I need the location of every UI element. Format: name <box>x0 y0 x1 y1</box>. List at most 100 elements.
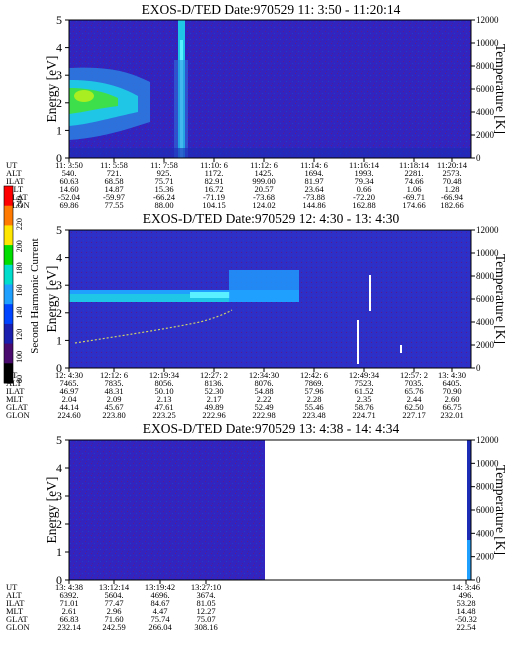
panel-3-y-axis: 0 1 2 3 4 5 <box>56 433 69 587</box>
table-cell: 224.71 <box>352 410 375 420</box>
table-cell: 7523. <box>354 378 373 388</box>
y-tick-label: 3 <box>56 278 62 292</box>
y-tick-label: 3 <box>56 68 62 82</box>
panel-3-ylabel: Energy [eV] <box>44 477 59 544</box>
y2-tick-label: 12000 <box>476 225 499 235</box>
table-cell: 22.54 <box>456 622 476 632</box>
panel-1-ylabel: Energy [eV] <box>44 56 59 123</box>
panel-2: EXOS-D/TED Date:970529 12: 4:30 - 13: 4:… <box>6 211 505 420</box>
y2-tick-label: 6000 <box>476 84 495 94</box>
colorbar-segment <box>4 363 13 384</box>
panel-2-y-axis: 0 1 2 3 4 5 <box>56 223 69 375</box>
table-cell: 2573. <box>442 168 461 178</box>
y2-tick-label: 12000 <box>476 15 499 25</box>
table-cell: 2.09 <box>107 394 122 404</box>
row-label-ilat: ILAT <box>6 598 25 608</box>
table-cell: 77.55 <box>104 200 123 210</box>
table-cell: 12:12: 6 <box>100 370 128 380</box>
y-tick-label: 3 <box>56 489 62 503</box>
colorbar-tick-label: 200 <box>15 240 24 252</box>
table-cell: 223.25 <box>152 410 175 420</box>
colorbar-tick-label: 180 <box>15 262 24 274</box>
table-cell: 71.60 <box>104 614 123 624</box>
table-cell: 49.89 <box>204 402 223 412</box>
colorbar-label: Second Harmonic Current <box>29 238 41 353</box>
table-cell: 71.01 <box>59 598 78 608</box>
row-label-mlt: MLT <box>6 606 24 616</box>
table-cell: 13:19:42 <box>145 582 175 592</box>
table-cell: 75.74 <box>150 614 170 624</box>
table-cell: 12:42: 6 <box>300 370 328 380</box>
table-cell: 13:12:14 <box>99 582 130 592</box>
table-cell: 45.67 <box>104 402 123 412</box>
panel-3: EXOS-D/TED Date:970529 13: 4:38 - 14: 4:… <box>6 421 505 632</box>
panel-3-last-strip <box>467 440 471 580</box>
y2-tick-label: 8000 <box>476 271 495 281</box>
table-cell: 266.04 <box>148 622 172 632</box>
table-cell: 74.66 <box>404 176 423 186</box>
table-cell: 496. <box>459 590 474 600</box>
table-cell: 79.34 <box>354 176 374 186</box>
table-cell: 53.28 <box>456 598 475 608</box>
table-cell: 75.71 <box>154 176 173 186</box>
y-tick-label: 5 <box>56 433 62 447</box>
panel-1-features <box>69 20 471 158</box>
y-tick-label: 4 <box>56 251 62 265</box>
table-cell: 16.72 <box>204 184 223 194</box>
table-cell: 1.06 <box>407 184 422 194</box>
panel-3-data-gap <box>265 440 467 580</box>
y2-tick-label: 8000 <box>476 482 495 492</box>
table-cell: 2.04 <box>62 394 78 404</box>
table-cell: 68.58 <box>104 176 123 186</box>
table-cell: 14.48 <box>456 606 475 616</box>
table-cell: 7835. <box>104 378 123 388</box>
panel-1: EXOS-D/TED Date:970529 11: 3:50 - 11:20:… <box>6 2 505 210</box>
table-cell: 75.07 <box>196 614 215 624</box>
table-cell: 232.01 <box>440 410 463 420</box>
colorbar-tick-label: 120 <box>15 329 24 341</box>
table-cell: 4.47 <box>153 606 168 616</box>
y2-tick-label: 10000 <box>476 248 499 258</box>
table-cell: 162.88 <box>352 200 375 210</box>
table-cell: 70.90 <box>442 386 461 396</box>
y2-tick-label: 10000 <box>476 38 499 48</box>
y2-tick-label: 2000 <box>476 130 495 140</box>
panel-2-features <box>69 270 402 364</box>
table-cell: 6392. <box>59 590 78 600</box>
table-cell: 13: 4:38 <box>55 582 83 592</box>
table-cell: 54.88 <box>254 386 273 396</box>
colorbar-segment <box>4 264 13 285</box>
table-cell: 11:20:14 <box>437 160 468 170</box>
table-cell: 7465. <box>59 378 78 388</box>
table-cell: 82.91 <box>204 176 223 186</box>
table-cell: 12:19:34 <box>149 370 180 380</box>
table-cell: 47.61 <box>154 402 173 412</box>
row-label-ilat: ILAT <box>6 386 25 396</box>
table-cell: 50.10 <box>154 386 173 396</box>
colorbar-tick-label: 220 <box>15 218 24 230</box>
table-cell: 124.02 <box>252 200 275 210</box>
table-cell: 11:10: 6 <box>200 160 228 170</box>
row-label-alt: ALT <box>6 590 23 600</box>
row-label-glat: GLAT <box>6 402 29 412</box>
panel-1-y2-axis: 0 2000 4000 6000 8000 10000 12000 <box>471 15 499 163</box>
y-tick-label: 5 <box>56 13 62 27</box>
colorbar-segment <box>4 225 13 246</box>
table-cell: 13: 4:30 <box>438 370 466 380</box>
table-cell: 7035. <box>404 378 423 388</box>
table-cell: 14: 3:46 <box>452 582 480 592</box>
table-cell: 182.66 <box>440 200 463 210</box>
y2-tick-label: 6000 <box>476 294 495 304</box>
table-cell: -59.97 <box>103 192 125 202</box>
table-cell: 66.75 <box>442 402 461 412</box>
table-cell: -73.68 <box>253 192 275 202</box>
panel-1-y2label: Temperature [K] <box>493 44 505 134</box>
panel-2-title: EXOS-D/TED Date:970529 12: 4:30 - 13: 4:… <box>143 211 400 226</box>
table-cell: 104.15 <box>202 200 225 210</box>
table-cell: 11:12: 6 <box>250 160 278 170</box>
table-cell: -71.19 <box>203 192 225 202</box>
table-cell: 4696. <box>150 590 169 600</box>
